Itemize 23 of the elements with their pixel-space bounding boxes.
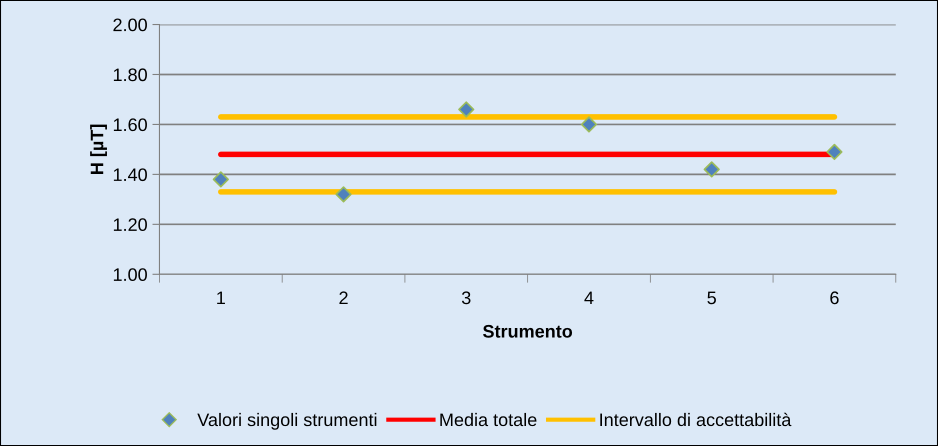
x-tick-label: 6 [830, 291, 839, 304]
point [212, 171, 229, 188]
x-tick-label: 3 [462, 291, 470, 304]
point [704, 161, 720, 178]
legend-label: Valori singoli strumenti [197, 412, 376, 430]
point [580, 116, 598, 133]
x-tick-label: 2 [339, 291, 348, 304]
y-tick-label: 1.20 [114, 218, 147, 232]
y-tick-label: 1.00 [114, 268, 147, 282]
point [826, 144, 843, 160]
x-axis-title: Strumento [483, 324, 572, 338]
y-axis-title: H [µT] [90, 124, 107, 174]
point [458, 101, 474, 118]
y-tick-label: 2.00 [113, 18, 147, 32]
point [335, 186, 352, 202]
y-tick-label: 1.80 [114, 68, 147, 82]
legend-label: Intervallo di accettabilità [600, 412, 792, 426]
y-tick-label: 1.60 [114, 118, 147, 132]
x-tick-label: 4 [584, 292, 594, 304]
x-tick-label: 1 [217, 292, 225, 304]
legend-label: Media totale [440, 412, 536, 426]
y-tick-label: 1.40 [114, 168, 147, 182]
x-tick-label: 5 [707, 292, 716, 304]
